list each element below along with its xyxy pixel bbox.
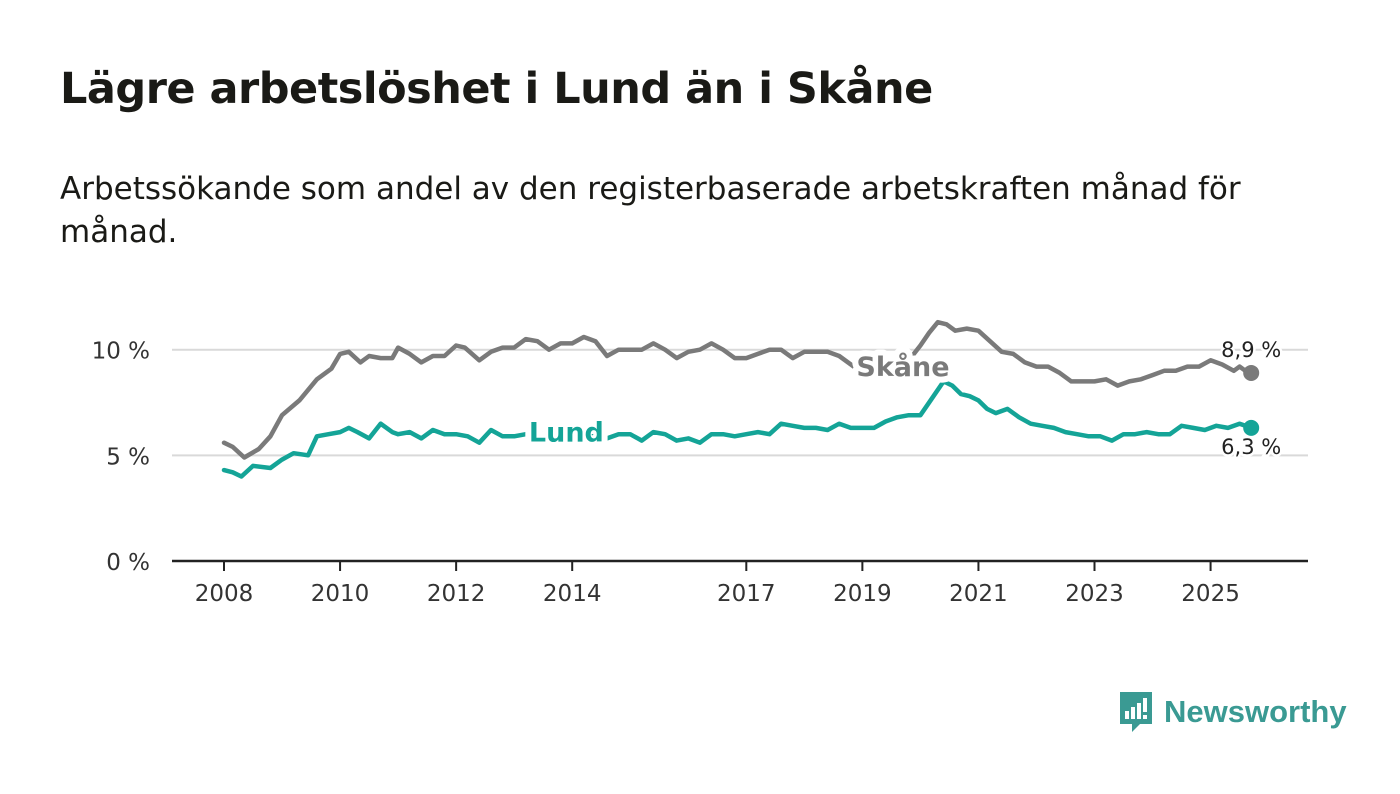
- x-tick-label: 2019: [833, 581, 892, 607]
- x-tick-label: 2023: [1065, 581, 1124, 607]
- x-tick-label: 2010: [311, 581, 370, 607]
- gridlines: [172, 348, 1308, 563]
- x-tick-label: 2014: [543, 581, 602, 607]
- y-axis-ticks: 0 % 5 % 10 %: [92, 339, 150, 576]
- series-end-value-label: 6,3 %: [1221, 435, 1281, 459]
- series-line-skne: [221, 319, 1254, 460]
- x-tick-label: 2017: [717, 581, 776, 607]
- x-axis-ticks: 2008 2010 2012 2014 2017 2019 2021 2023 2025: [195, 561, 1240, 607]
- y-tick-label: 10 %: [92, 339, 150, 365]
- series-line-lund: [221, 379, 1254, 479]
- series-name-label: Lund: [529, 418, 604, 449]
- series-end-dot: [1243, 419, 1260, 436]
- series-labels: 8,9 % 6,3 % Skåne Lund: [523, 335, 1284, 461]
- x-tick-label: 2008: [195, 581, 254, 607]
- y-tick-label: 0 %: [106, 550, 150, 576]
- series-end-dot: [1243, 364, 1260, 381]
- series-lines: [221, 319, 1260, 479]
- chart-title: Lägre arbetslöshet i Lund än i Skåne: [60, 64, 933, 114]
- brand-name: Newsworthy: [1164, 694, 1347, 729]
- series-end-value-label: 8,9 %: [1221, 338, 1281, 362]
- chart-subtitle: Arbetssökande som andel av den registerb…: [60, 171, 1241, 250]
- x-tick-label: 2025: [1181, 581, 1240, 607]
- x-tick-label: 2012: [427, 581, 486, 607]
- bar-chart-bubble-icon: [1120, 692, 1152, 732]
- line-chart: 0 %5 %10 % 2008 2010 2012 2014 2017 2019 2021 2…: [92, 319, 1308, 607]
- newsworthy-logo: Newsworthy: [1118, 690, 1347, 734]
- series-name-label: Skåne: [856, 351, 949, 383]
- x-tick-label: 2021: [949, 581, 1008, 607]
- y-tick-label: 5 %: [106, 444, 150, 470]
